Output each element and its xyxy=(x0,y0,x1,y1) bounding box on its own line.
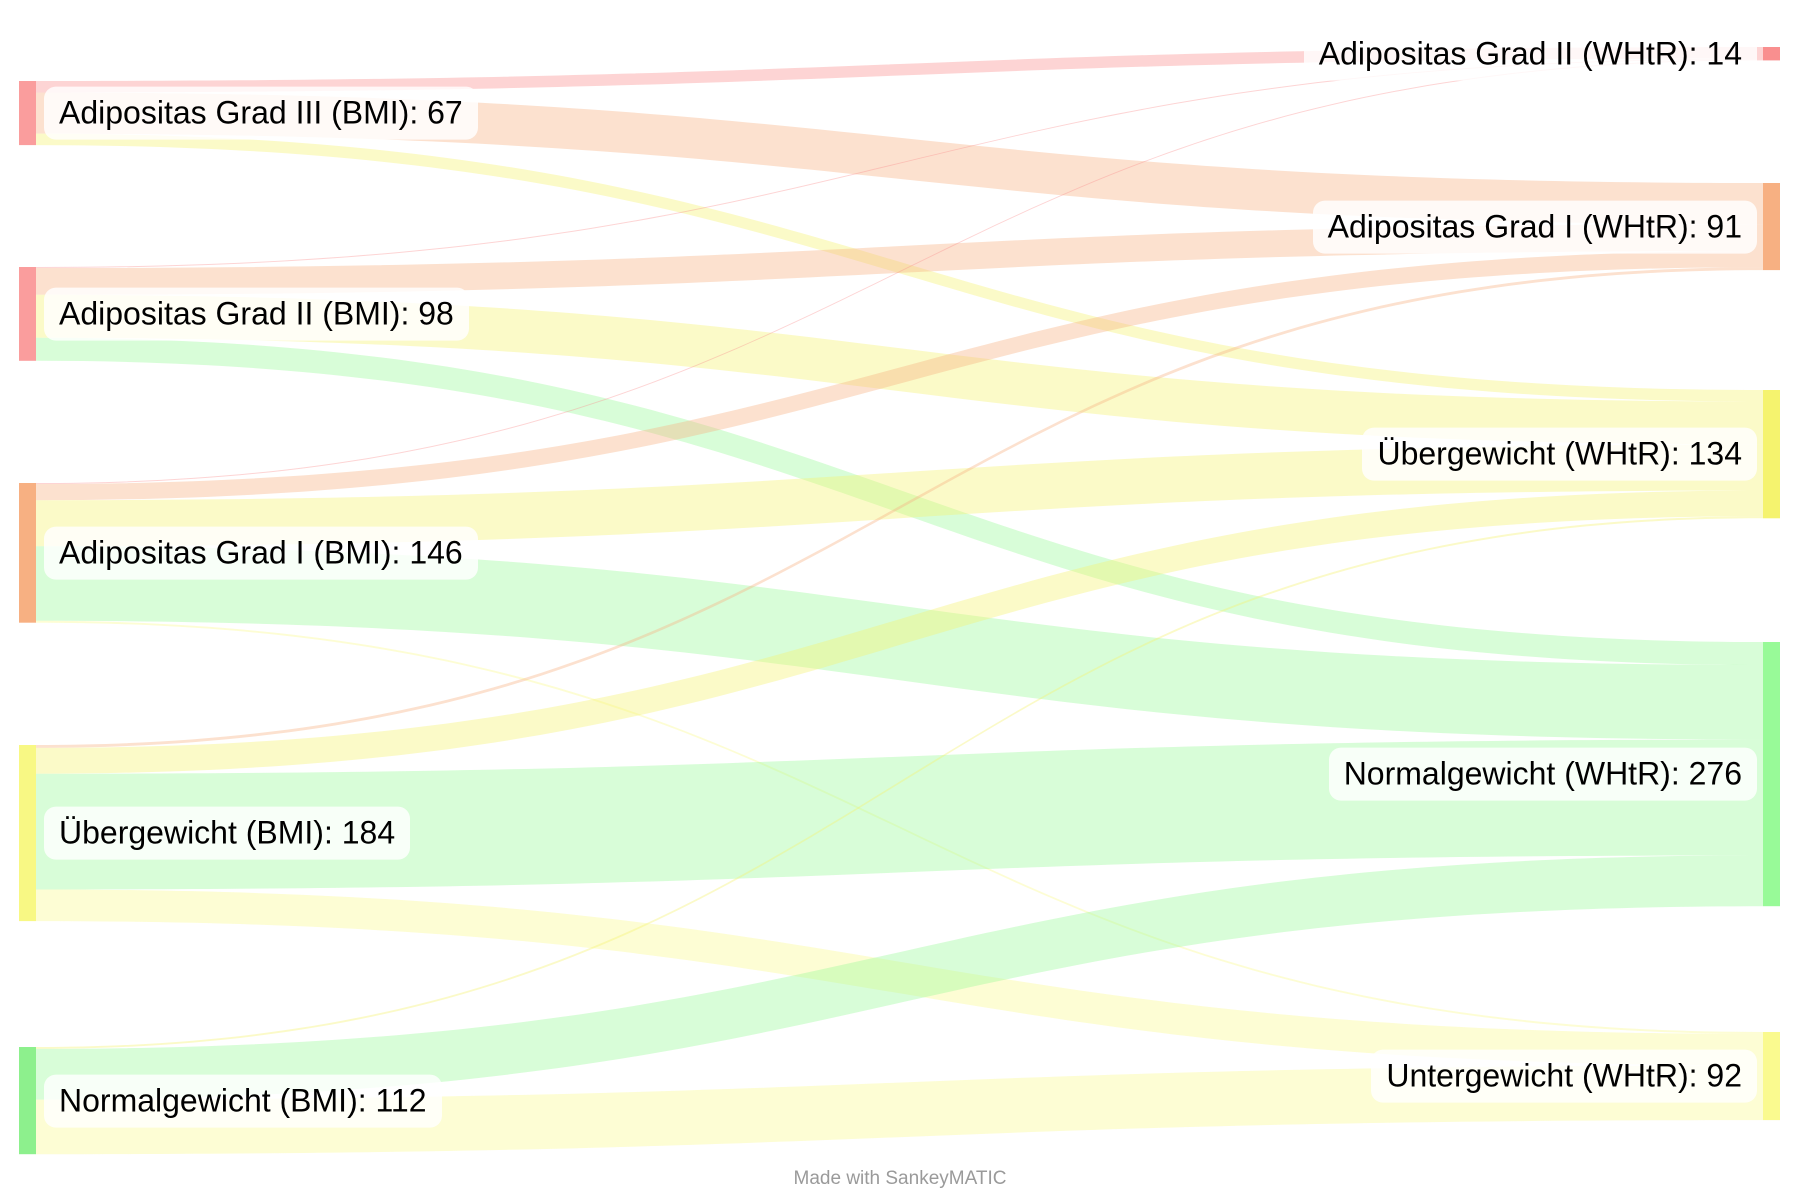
flow-bmi1-to-whtr2 xyxy=(36,59,1763,485)
node-label-whtrow: Übergewicht (WHtR): 134 xyxy=(1362,427,1757,481)
node-label-whtr1: Adipositas Grad I (WHtR): 91 xyxy=(1312,200,1757,254)
flow-bmi2-to-whtr2 xyxy=(36,58,1763,268)
flow-bmiow-to-whtr1 xyxy=(36,267,1763,748)
node-label-whtr2: Adipositas Grad II (WHtR): 14 xyxy=(1303,27,1757,81)
flow-bminw-to-whtruw xyxy=(36,1065,1763,1155)
node-bar-bmiow xyxy=(19,745,36,922)
node-label-whtrnw: Normalgewicht (WHtR): 276 xyxy=(1328,747,1757,801)
node-bar-whtr1 xyxy=(1763,183,1780,271)
node-label-bmi1: Adipositas Grad I (BMI): 146 xyxy=(44,526,478,580)
flow-bmiow-to-whtruw xyxy=(36,889,1763,1066)
sankeymatic-credit: Made with SankeyMATIC xyxy=(793,1168,1007,1189)
node-bar-bminw xyxy=(19,1047,36,1155)
flow-bmiow-to-whtrow xyxy=(36,490,1763,774)
node-bar-whtrnw xyxy=(1763,642,1780,907)
flow-bminw-to-whtrnw xyxy=(36,855,1763,1100)
flow-bmi1-to-whtruw xyxy=(36,620,1763,1034)
flow-bminw-to-whtrow xyxy=(36,516,1763,1049)
node-label-bmiow: Übergewicht (BMI): 184 xyxy=(44,806,411,860)
node-bar-bmi3 xyxy=(19,81,36,146)
node-bar-bmi1 xyxy=(19,483,36,623)
node-label-bmi3: Adipositas Grad III (BMI): 67 xyxy=(44,86,478,140)
node-bar-whtruw xyxy=(1763,1032,1780,1121)
flow-bmi1-to-whtr1 xyxy=(36,251,1763,501)
node-label-bmi2: Adipositas Grad II (BMI): 98 xyxy=(44,287,469,341)
flow-bmi1-to-whtrnw xyxy=(36,546,1763,740)
node-bar-bmi2 xyxy=(19,267,36,361)
node-bar-whtrow xyxy=(1763,390,1780,519)
flow-bmi2-to-whtrnw xyxy=(36,337,1763,665)
node-label-whtruw: Untergewicht (WHtR): 92 xyxy=(1371,1049,1757,1103)
node-bar-whtr2 xyxy=(1763,47,1780,61)
node-label-bminw: Normalgewicht (BMI): 112 xyxy=(44,1074,442,1128)
flow-bmi3-to-whtrow xyxy=(36,133,1763,402)
flow-bmi1-to-whtrow xyxy=(36,444,1763,547)
